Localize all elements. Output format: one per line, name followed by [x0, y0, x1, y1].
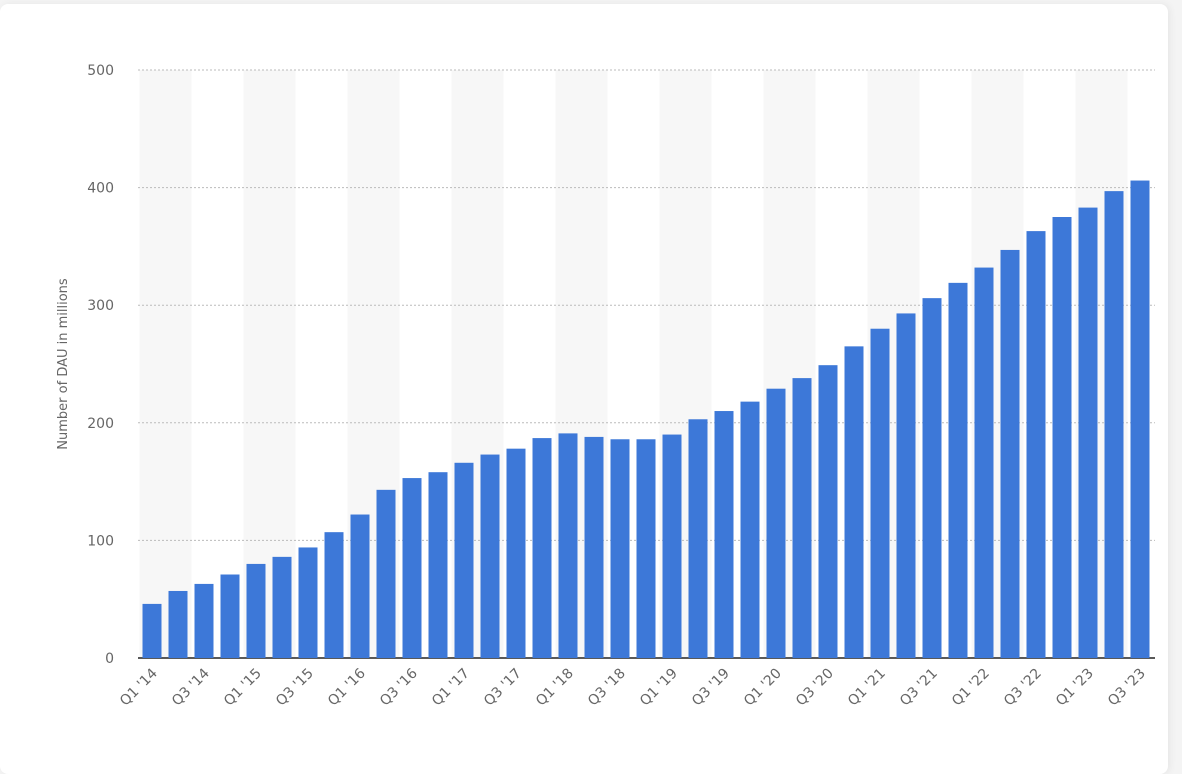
- bar: [220, 574, 240, 658]
- bar: [454, 462, 474, 658]
- x-tick-label: Q1 '16: [325, 665, 369, 709]
- bar: [896, 313, 916, 658]
- x-tick-label: Q1 '15: [221, 666, 265, 710]
- bar: [558, 433, 578, 658]
- bar: [1000, 249, 1020, 659]
- bar: [766, 388, 786, 658]
- bar: [1052, 217, 1072, 658]
- bar: [402, 478, 422, 658]
- bar: [324, 532, 344, 658]
- x-tick-label: Q1 '23: [1053, 666, 1097, 710]
- bar: [168, 590, 188, 658]
- x-tick-label: Q1 '22: [949, 666, 993, 710]
- y-tick-label: 400: [87, 181, 114, 197]
- bar: [948, 282, 968, 658]
- bar: [1130, 180, 1150, 658]
- bar: [194, 583, 214, 658]
- bar: [142, 603, 162, 658]
- bar: [740, 401, 760, 658]
- x-tick-label: Q1 '14: [117, 665, 161, 709]
- bar: [1026, 231, 1046, 658]
- bar: [1104, 191, 1124, 659]
- x-tick-label: Q1 '20: [741, 666, 785, 710]
- bar: [714, 411, 734, 658]
- bar: [610, 439, 630, 658]
- background-band: [139, 70, 192, 658]
- x-tick-label: Q1 '21: [845, 666, 889, 710]
- y-tick-label: 100: [87, 533, 114, 549]
- x-tick-label: Q3 '22: [1001, 666, 1045, 710]
- x-tick-label: Q3 '15: [273, 666, 317, 710]
- x-tick-label: Q3 '23: [1105, 666, 1149, 710]
- bar: [298, 547, 318, 658]
- bar: [974, 267, 994, 658]
- bar: [272, 556, 292, 658]
- y-axis-label: Number of DAU in millions: [56, 278, 71, 450]
- bar: [428, 472, 448, 658]
- bar: [1078, 207, 1098, 659]
- x-tick-label: Q3 '19: [689, 666, 733, 710]
- bar: [636, 439, 656, 658]
- bar: [246, 563, 266, 658]
- bar: [922, 298, 942, 658]
- bar: [792, 378, 812, 658]
- x-tick-label: Q3 '17: [481, 666, 525, 710]
- bar: [584, 436, 604, 658]
- x-tick-label: Q3 '21: [897, 666, 941, 710]
- y-tick-label: 500: [87, 63, 114, 79]
- x-tick-label: Q3 '18: [585, 666, 629, 710]
- bar: [662, 434, 682, 658]
- bar: [818, 365, 838, 658]
- y-tick-label: 200: [87, 416, 114, 432]
- x-tick-label: Q1 '18: [533, 666, 577, 710]
- x-tick-label: Q1 '19: [637, 666, 681, 710]
- bar: [506, 448, 526, 658]
- x-tick-label: Q3 '16: [377, 665, 421, 709]
- x-tick-label: Q1 '17: [429, 666, 473, 710]
- y-tick-label: 300: [87, 298, 114, 314]
- x-tick-label: Q3 '14: [169, 665, 213, 709]
- x-tick-label: Q3 '20: [793, 666, 837, 710]
- y-tick-label: 0: [105, 651, 114, 667]
- bar: [688, 419, 708, 658]
- bar: [870, 328, 890, 658]
- bar: [532, 438, 552, 658]
- bar: [350, 514, 370, 658]
- bar: [480, 454, 500, 658]
- bar: [376, 489, 396, 658]
- bar: [844, 346, 864, 658]
